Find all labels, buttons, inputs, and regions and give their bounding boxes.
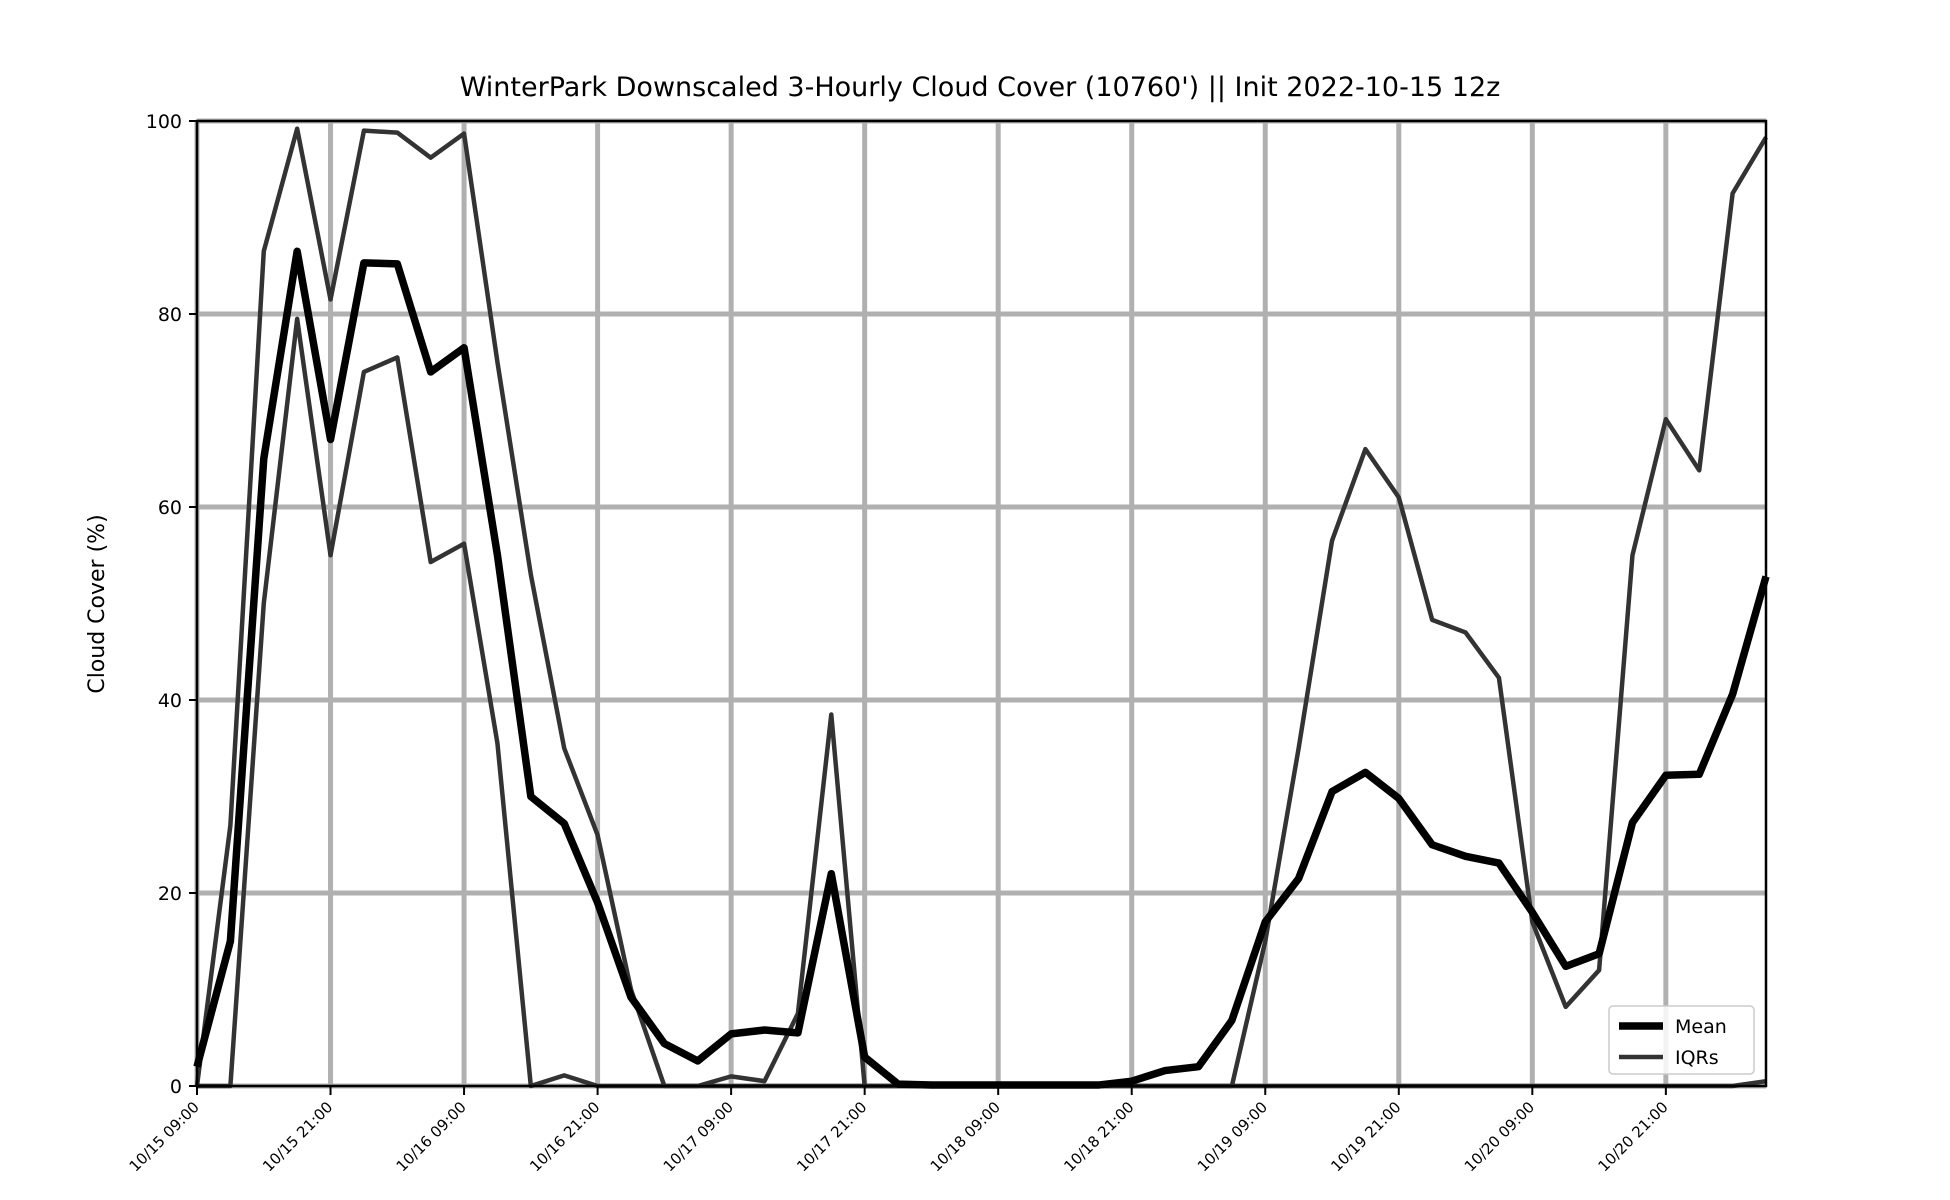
plot-frame: [195, 119, 1768, 1088]
grid: [194, 118, 1766, 1089]
y-tick-label: 60: [158, 497, 182, 519]
y-tick-label: 80: [158, 304, 182, 326]
y-tick-label: 0: [170, 1076, 182, 1098]
y-tick-label: 20: [158, 883, 182, 905]
legend-entry-mean-label: Mean: [1675, 1016, 1727, 1038]
legend: Mean IQRs: [1608, 1005, 1755, 1075]
chart-title: WinterPark Downscaled 3-Hourly Cloud Cov…: [460, 72, 1501, 103]
y-axis-label: Cloud Cover (%): [85, 514, 110, 693]
y-tick-label: 100: [146, 111, 182, 133]
y-tick-label: 40: [158, 690, 182, 712]
legend-entry-iqrs-label: IQRs: [1675, 1047, 1719, 1069]
